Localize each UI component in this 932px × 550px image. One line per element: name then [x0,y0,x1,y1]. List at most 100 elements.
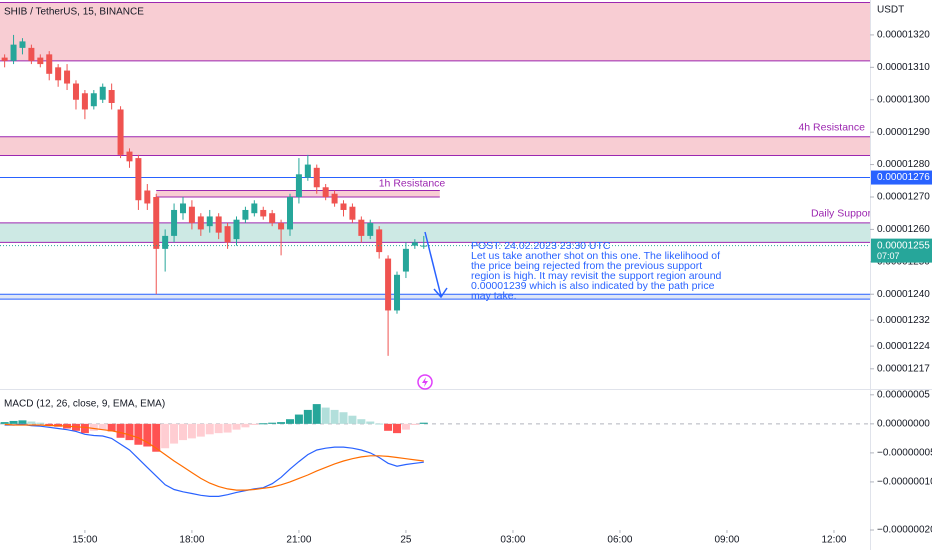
histogram-bar [330,409,339,424]
path-arrow [424,231,448,299]
zone-label: 4h Resistance [798,121,865,133]
macd-line [4,423,424,491]
histogram-bar [89,423,98,431]
histogram-bar [401,423,410,430]
candle-body [304,164,311,178]
y-tick-label: 0.00001232 [877,315,930,326]
y-tick-label: 0.00000005 [877,389,930,400]
x-tick-label: 21:00 [286,535,311,546]
candle-body [251,203,258,214]
histogram-bar [214,423,223,434]
last-price-label: 0.00001255 [877,240,930,251]
x-tick-label: 15:00 [72,535,97,546]
candle-body [322,187,329,197]
candle-body [81,93,88,110]
candle-body [188,206,195,223]
candle-body [313,167,320,188]
histogram-bar [232,423,241,430]
candle-body [340,203,347,210]
zone-label: Daily Support [811,208,874,220]
histogram-bar [98,423,107,430]
candle-body [224,226,231,243]
candle-body [72,83,79,100]
candle-body [385,258,392,311]
lightning-icon[interactable] [417,374,433,390]
y-tick-label: −0.00000005 [877,448,932,459]
histogram-bar [196,423,205,437]
histogram-bar [286,419,294,424]
y-tick-label: 0.00001240 [877,289,930,300]
level-label: 1h Resistance [379,177,446,189]
zone [0,222,870,243]
y-tick-label: 0.00001310 [877,62,930,73]
histogram-bar [80,423,89,434]
candle-body [10,44,17,61]
histogram-bar [170,423,179,444]
candle-body [46,54,53,74]
candle-body [153,196,160,249]
histogram-bar [312,404,321,424]
main-pane: 4h Resistance Daily Support 1h Resistance [0,1,874,356]
histogram-bar [178,423,187,441]
histogram-bar [205,423,214,435]
axis-unit: USDT [877,5,904,16]
candle-body [108,90,115,103]
histogram-bar [321,407,330,424]
x-tick-label: 18:00 [179,535,204,546]
candle-body [394,274,401,311]
histogram-bar [143,423,152,447]
countdown: 07:07 [877,251,900,261]
x-tick-label: 06:00 [607,535,632,546]
candle-body [90,93,97,107]
macd-title: MACD (12, 26, close, 9, EMA, EMA) [4,399,165,410]
candle-body [1,57,8,61]
candle-body [28,47,35,61]
zone [0,136,870,156]
histogram-bar [393,423,402,434]
x-tick-label: 12:00 [821,535,846,546]
candle-body [233,219,240,240]
candle-body [242,209,249,220]
histogram-bar [125,423,134,441]
candle-body [278,222,285,230]
histogram-bar [375,423,384,425]
histogram-bar [241,423,250,428]
candle-body [19,41,26,48]
note-line: 0.00001239 which is also indicated by th… [471,280,715,292]
histogram-bar [152,423,161,452]
candle-body [171,209,178,236]
candle-body [55,67,62,81]
histogram-bar [161,423,170,449]
y-tick-label: −0.00000020 [877,525,932,536]
zone [0,2,870,61]
candle-body [135,158,142,201]
candle-body [367,222,374,236]
candle-body [37,57,44,65]
histogram-bar [357,419,366,424]
histogram-bar [366,421,375,424]
histogram-bar [268,422,277,424]
candle-body [260,209,267,217]
y-tick-label: −0.00000010 [877,477,932,488]
histogram-bar [294,414,303,424]
candle-body [197,216,204,230]
candle-body [215,216,222,233]
candle-body [64,70,71,84]
y-tick-label: 0.00001300 [877,94,930,105]
histogram-bar [0,422,9,424]
histogram-bar [45,423,54,426]
candle-body [331,193,338,204]
histogram-bar [339,412,348,424]
candle-body [269,213,276,223]
note-line: may take. [471,290,517,302]
histogram-bar [259,423,268,425]
candle-body [206,216,213,227]
y-tick-label: 0.00001290 [877,127,930,138]
histogram-bar [36,422,45,424]
candle-body [358,219,365,236]
candle-body [162,235,169,249]
candle-body [99,86,106,100]
